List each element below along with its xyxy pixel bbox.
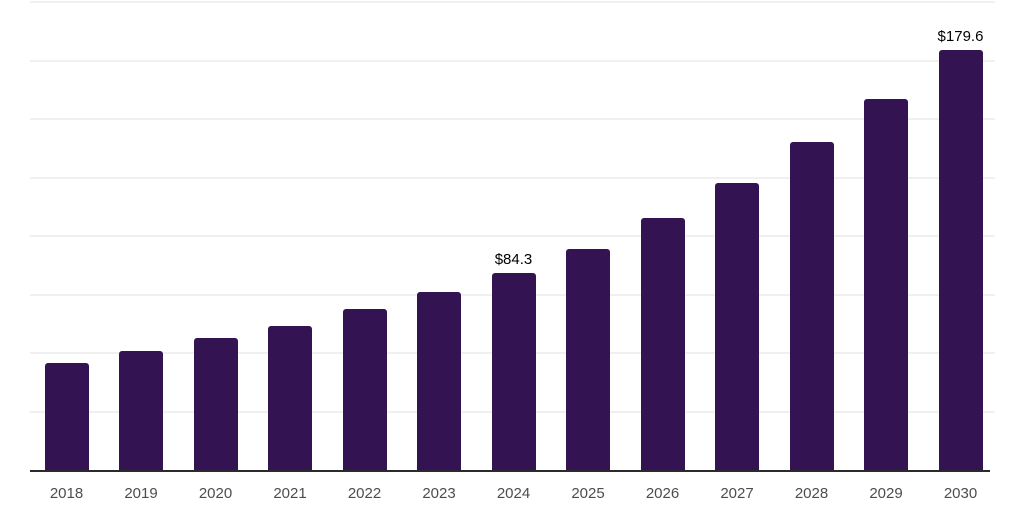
bar-2029: [864, 99, 908, 470]
bar-2028: [789, 142, 834, 470]
bar-2020: [193, 338, 238, 470]
bar-2024: [491, 273, 536, 470]
gridline-100: [30, 235, 995, 237]
bar-2026: [640, 218, 685, 470]
bar-2023: [417, 292, 461, 470]
bar-2025: [566, 249, 610, 470]
x-tick-label-2027: 2027: [720, 485, 754, 502]
x-tick-label-2025: 2025: [571, 485, 605, 502]
gridline-175: [30, 59, 995, 62]
plot-area: $84.3 $179.6: [30, 0, 995, 472]
x-tick-label-2028: 2028: [794, 485, 829, 502]
gridline-200: [30, 1, 995, 3]
bar-2030: [938, 50, 983, 470]
gridline-150: [30, 118, 995, 120]
bar-2027: [715, 183, 759, 470]
bar-2018: [44, 363, 89, 470]
x-tick-label-2026: 2026: [645, 485, 680, 502]
x-tick-label-2030: 2030: [943, 485, 978, 502]
x-tick-label-2020: 2020: [198, 485, 233, 502]
x-tick-label-2029: 2029: [869, 485, 903, 502]
gridline-125: [30, 176, 995, 179]
value-label-2030: $179.6: [937, 28, 984, 45]
bar-2019: [119, 351, 163, 470]
x-axis-line: [30, 470, 990, 472]
bar-2022: [342, 309, 387, 470]
value-label-2024: $84.3: [494, 251, 533, 268]
x-tick-label-2018: 2018: [49, 485, 84, 502]
bar-2021: [268, 326, 312, 470]
x-tick-label-2024: 2024: [496, 485, 531, 502]
x-tick-label-2023: 2023: [422, 485, 456, 502]
x-tick-label-2021: 2021: [273, 485, 307, 502]
x-tick-label-2019: 2019: [124, 485, 158, 502]
x-tick-label-2022: 2022: [347, 485, 382, 502]
